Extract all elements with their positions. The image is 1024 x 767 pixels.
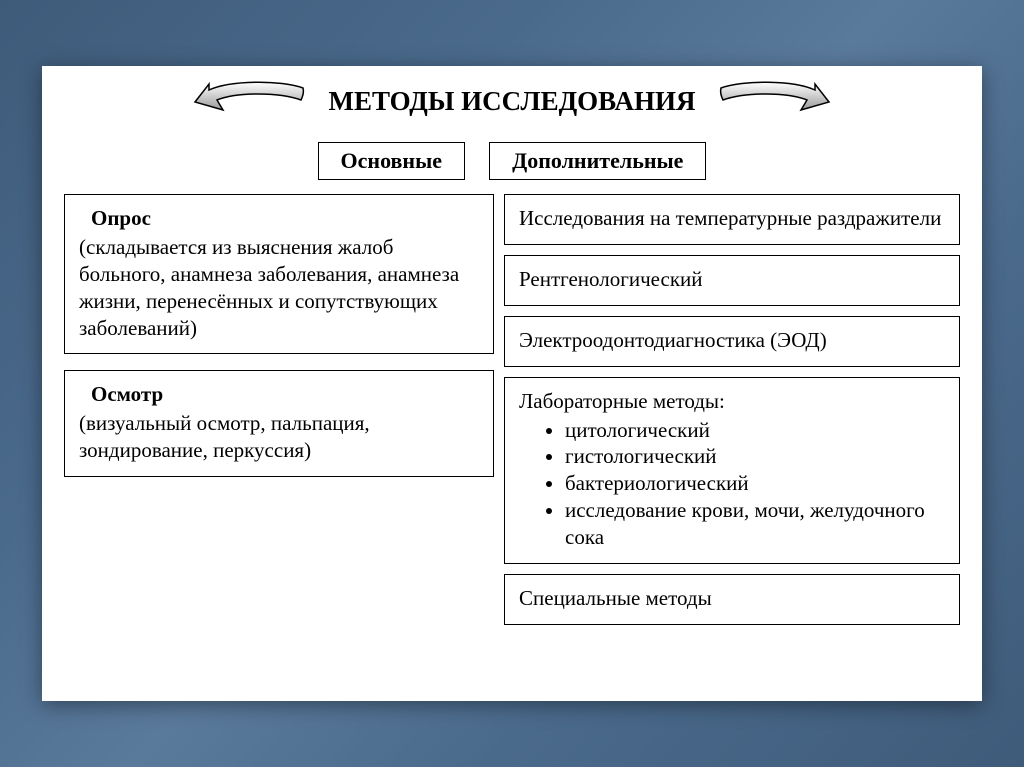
slide: МЕТОДЫ ИССЛЕДОВАНИЯ Основные Дополнитель…: [42, 66, 982, 701]
main-title: МЕТОДЫ ИССЛЕДОВАНИЯ: [329, 86, 696, 117]
box-eod: Электроодонтодиагностика (ЭОД): [504, 316, 960, 367]
lab-item: гистологический: [565, 443, 945, 470]
column-main: Опрос (складывается из выяснения жалоб б…: [64, 194, 494, 625]
header-row: МЕТОДЫ ИССЛЕДОВАНИЯ: [64, 80, 960, 148]
curved-arrow-left-icon: [191, 80, 311, 148]
lab-item: бактериологический: [565, 470, 945, 497]
box-lab: Лабораторные методы: цитологический гист…: [504, 377, 960, 564]
box-special: Специальные методы: [504, 574, 960, 625]
box-lab-title: Лабораторные методы:: [519, 388, 945, 415]
box-osmotr: Осмотр (визуальный осмотр, пальпация, зо…: [64, 370, 494, 477]
columns: Опрос (складывается из выяснения жалоб б…: [64, 194, 960, 625]
box-opros-title: Опрос: [91, 205, 479, 232]
lab-list: цитологический гистологический бактериол…: [519, 417, 945, 551]
curved-arrow-right-icon: [713, 80, 833, 148]
box-osmotr-body: (визуальный осмотр, пальпация, зондирова…: [79, 410, 479, 464]
column-additional: Исследования на температурные раздражите…: [504, 194, 960, 625]
box-osmotr-title: Осмотр: [91, 381, 479, 408]
category-additional: Дополнительные: [489, 142, 706, 180]
box-opros-body: (складывается из выяснения жалоб больног…: [79, 234, 479, 342]
box-temp: Исследования на температурные раздражите…: [504, 194, 960, 245]
lab-item: исследование крови, мочи, желудочного со…: [565, 497, 945, 551]
box-opros: Опрос (складывается из выяснения жалоб б…: [64, 194, 494, 354]
lab-item: цитологический: [565, 417, 945, 444]
category-main: Основные: [318, 142, 466, 180]
box-xray: Рентгенологический: [504, 255, 960, 306]
